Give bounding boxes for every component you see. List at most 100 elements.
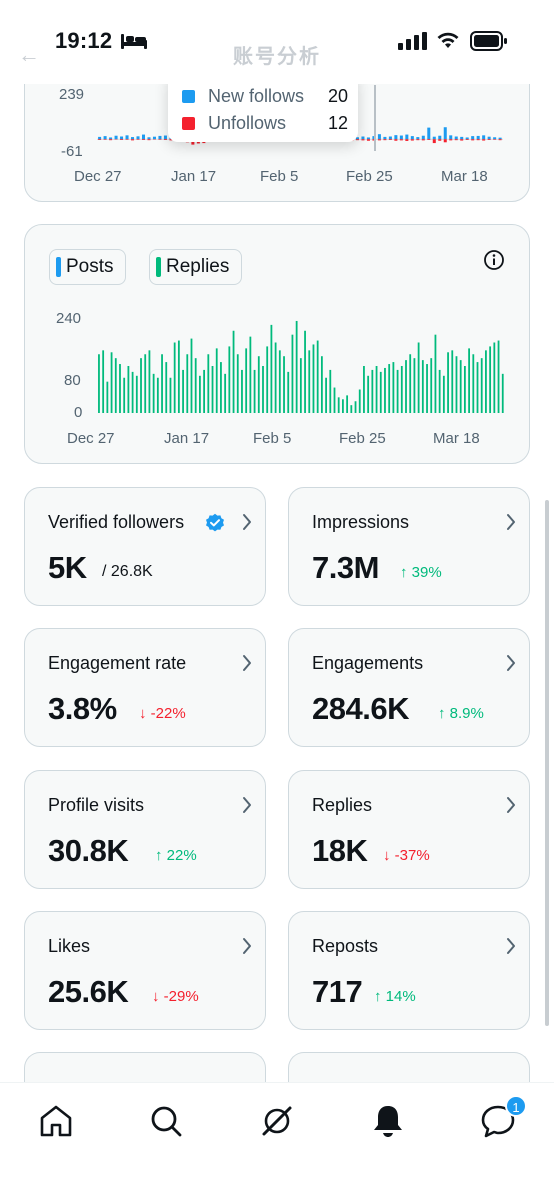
- new-follows-bar: [487, 136, 491, 140]
- new-follows-bar: [476, 135, 480, 140]
- replies-bar: [177, 340, 180, 413]
- unfollows-bar: [394, 139, 398, 141]
- stat-card-replies[interactable]: Replies 18K ↓ -37%: [288, 770, 530, 889]
- stat-value: 284.6K: [312, 691, 409, 726]
- replies-bar: [459, 360, 462, 413]
- replies-bar: [207, 354, 210, 413]
- replies-bar: [274, 342, 277, 413]
- stat-title: Verified followers: [48, 512, 185, 532]
- replies-bar: [375, 366, 378, 413]
- replies-bar: [308, 350, 311, 413]
- replies-bar: [220, 362, 222, 413]
- messages-notification-badge: 1: [505, 1095, 527, 1117]
- chevron-right-icon: [507, 655, 515, 671]
- replies-bar: [333, 387, 336, 413]
- grok-icon[interactable]: [257, 1101, 297, 1141]
- new-follows-bar: [383, 136, 387, 140]
- unfollows-bar: [377, 139, 381, 141]
- tooltip-new-follows-label: New follows: [208, 86, 305, 106]
- replies-bar: [203, 369, 206, 413]
- replies-bar: [325, 377, 327, 413]
- new-follows-bar: [109, 137, 113, 140]
- new-follows-bar: [372, 136, 376, 140]
- new-follows-swatch: [182, 90, 195, 103]
- notifications-bell-icon[interactable]: [368, 1101, 408, 1141]
- legend-replies-label: Replies: [166, 256, 230, 277]
- replies-bar: [148, 350, 151, 413]
- replies-bar: [472, 354, 475, 413]
- unfollows-bar: [125, 139, 129, 140]
- replies-bar: [236, 354, 239, 413]
- replies-bar: [396, 369, 399, 413]
- replies-bar: [224, 373, 227, 413]
- new-follows-bar: [377, 134, 381, 140]
- unfollows-bar: [432, 139, 436, 144]
- new-follows-bar: [416, 137, 420, 140]
- verified-badge-icon: [206, 513, 224, 532]
- new-follows-bar: [438, 135, 442, 140]
- new-follows-bar: [399, 135, 403, 140]
- stat-card-engagements[interactable]: Engagements 284.6K ↑ 8.9%: [288, 628, 530, 747]
- stat-title: Likes: [48, 936, 91, 956]
- messages-icon[interactable]: [478, 1101, 518, 1141]
- new-follows-bar: [421, 135, 425, 140]
- legend-replies-toggle[interactable]: Replies: [149, 249, 242, 285]
- replies-bar: [249, 336, 252, 413]
- stat-card-impressions[interactable]: Impressions 7.3M ↑ 39%: [288, 487, 530, 606]
- new-follows-bar: [163, 135, 167, 140]
- unfollows-bar: [498, 139, 502, 141]
- search-icon[interactable]: [146, 1101, 186, 1141]
- unfollows-bar: [109, 139, 113, 141]
- replies-bar: [409, 354, 412, 413]
- home-icon[interactable]: [36, 1101, 76, 1141]
- stat-value: 25.6K: [48, 974, 129, 1009]
- new-follows-bar: [361, 136, 365, 140]
- unfollows-bar: [355, 139, 359, 141]
- replies-bar: [455, 356, 458, 413]
- posts-x-tick: Dec 27: [67, 430, 115, 447]
- unfollows-bar: [405, 139, 409, 141]
- battery-icon: [470, 31, 507, 51]
- replies-bar: [127, 366, 130, 413]
- unfollows-bar: [388, 139, 392, 140]
- new-follows-bar: [355, 137, 359, 140]
- stat-card-engagement-rate[interactable]: Engagement rate 3.8% ↓ -22%: [24, 628, 266, 747]
- scrollbar[interactable]: [545, 500, 549, 1026]
- info-icon[interactable]: [483, 249, 505, 271]
- follows-x-tick: Jan 17: [171, 168, 217, 185]
- legend-posts-toggle[interactable]: Posts: [49, 249, 126, 285]
- replies-bar: [379, 371, 382, 413]
- stat-change: ↑ 14%: [374, 988, 416, 1005]
- replies-bar: [350, 405, 353, 413]
- new-follows-bar: [103, 136, 107, 140]
- unfollows-bar: [158, 139, 162, 140]
- replies-bar: [354, 401, 357, 413]
- status-time: 19:12: [55, 28, 113, 53]
- stat-card-reposts[interactable]: Reposts 717 ↑ 14%: [288, 911, 530, 1030]
- replies-bar: [291, 334, 294, 413]
- replies-bar: [346, 395, 349, 413]
- stat-card-profile-visits[interactable]: Profile visits 30.8K ↑ 22%: [24, 770, 266, 889]
- unfollows-bar: [147, 139, 151, 141]
- replies-bar: [106, 381, 109, 413]
- posts-y-tick: 0: [74, 404, 83, 421]
- stat-title: Reposts: [312, 936, 379, 956]
- tooltip-unfollows-label: Unfollows: [208, 113, 287, 133]
- unfollows-bar: [465, 139, 469, 140]
- new-follows-bar: [465, 137, 469, 140]
- stat-value: 5K: [48, 550, 87, 585]
- unfollows-bar: [471, 139, 475, 141]
- stat-change: ↑ 8.9%: [438, 705, 484, 722]
- unfollows-bar: [410, 139, 414, 141]
- replies-bar: [161, 354, 163, 413]
- back-arrow-icon[interactable]: ←: [18, 42, 40, 67]
- replies-bar: [257, 356, 260, 413]
- replies-legend-swatch: [156, 257, 161, 277]
- new-follows-bar: [493, 137, 497, 140]
- replies-bar: [190, 338, 193, 413]
- unfollows-bar: [98, 139, 102, 140]
- stat-card-likes[interactable]: Likes 25.6K ↓ -29%: [24, 911, 266, 1030]
- replies-bar: [329, 369, 332, 413]
- unfollows-swatch: [182, 117, 195, 130]
- stat-card-verified-followers[interactable]: Verified followers 5K / 26.8K: [24, 487, 266, 606]
